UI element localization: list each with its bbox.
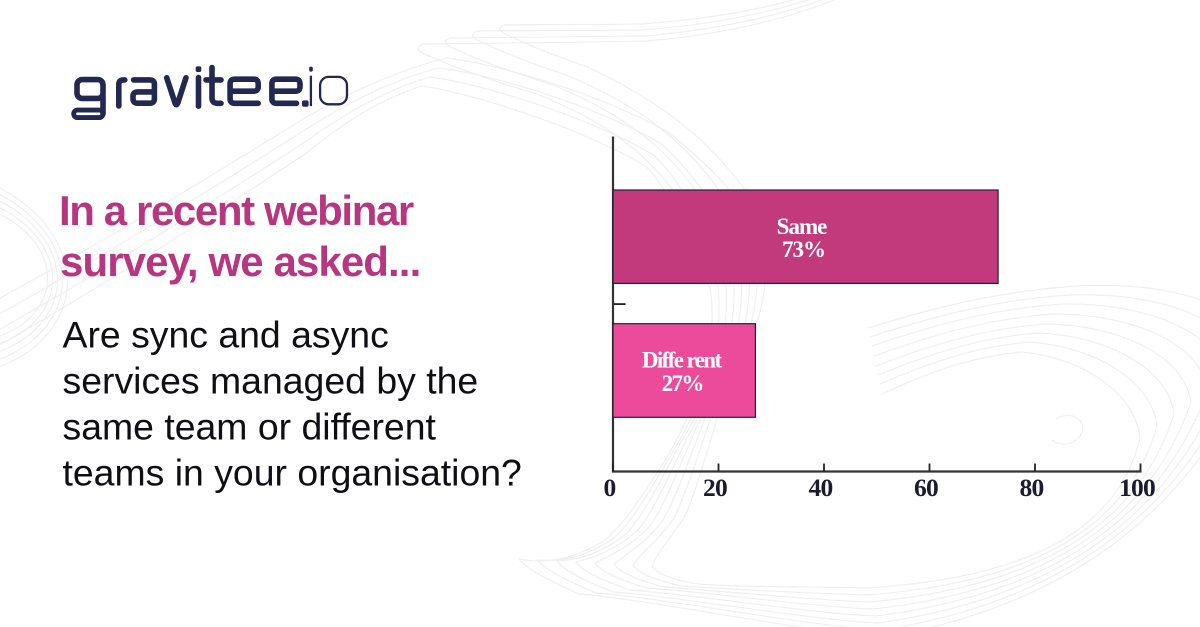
svg-text:60: 60 (914, 473, 938, 502)
svg-text:Are sync and async: Are sync and async (63, 314, 389, 356)
svg-text:73%: 73% (782, 237, 825, 262)
svg-text:survey, we asked...: survey, we asked... (60, 238, 420, 285)
svg-text:40: 40 (809, 473, 833, 502)
svg-text:27%: 27% (662, 371, 703, 396)
svg-text:0: 0 (604, 473, 616, 502)
svg-text:80: 80 (1020, 473, 1044, 502)
svg-text:20: 20 (703, 473, 727, 502)
svg-text:100: 100 (1119, 473, 1155, 502)
svg-text:In a recent webinar: In a recent webinar (59, 187, 414, 234)
svg-text:services managed by the: services managed by the (63, 360, 479, 402)
svg-text:teams in your organisation?: teams in your organisation? (63, 452, 522, 494)
svg-text:same team or different: same team or different (63, 406, 437, 448)
svg-text:Diffe rent: Diffe rent (642, 347, 723, 372)
svg-text:Same: Same (777, 214, 827, 239)
